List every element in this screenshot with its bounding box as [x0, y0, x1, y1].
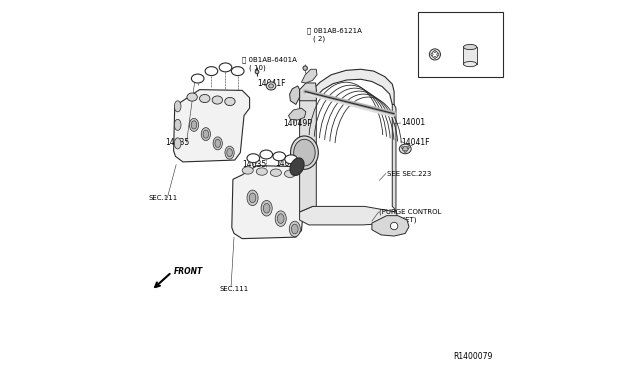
Ellipse shape: [247, 154, 260, 163]
Ellipse shape: [303, 66, 307, 70]
Ellipse shape: [289, 221, 300, 237]
Ellipse shape: [403, 147, 408, 151]
Ellipse shape: [191, 74, 204, 83]
Text: Ⓑ 0B1AB-6121A: Ⓑ 0B1AB-6121A: [307, 27, 362, 33]
Polygon shape: [290, 86, 300, 105]
Text: 14049P: 14049P: [283, 119, 312, 128]
Ellipse shape: [463, 44, 477, 49]
Ellipse shape: [260, 150, 273, 159]
Ellipse shape: [291, 224, 298, 234]
Ellipse shape: [294, 139, 315, 166]
Text: 14035: 14035: [165, 138, 189, 147]
Text: 14040E: 14040E: [276, 159, 305, 168]
Ellipse shape: [174, 119, 181, 131]
Text: ( 2): ( 2): [312, 35, 324, 42]
Polygon shape: [300, 83, 316, 101]
Ellipse shape: [263, 203, 270, 213]
Polygon shape: [463, 47, 477, 64]
Ellipse shape: [219, 63, 232, 72]
Text: SEE SEC.223: SEE SEC.223: [387, 171, 431, 177]
Text: 14001: 14001: [401, 119, 426, 128]
Ellipse shape: [270, 169, 282, 176]
Ellipse shape: [215, 139, 221, 147]
Ellipse shape: [227, 148, 232, 157]
Ellipse shape: [269, 84, 273, 88]
Ellipse shape: [431, 51, 438, 58]
Text: R1400079: R1400079: [453, 352, 493, 361]
Text: Ⓑ 0B1AB-6401A: Ⓑ 0B1AB-6401A: [242, 57, 297, 63]
Text: 14041F: 14041F: [401, 138, 430, 147]
Ellipse shape: [266, 82, 276, 90]
Ellipse shape: [401, 147, 403, 148]
Ellipse shape: [174, 138, 181, 149]
Polygon shape: [232, 166, 311, 238]
Polygon shape: [173, 90, 250, 162]
Ellipse shape: [434, 56, 436, 58]
Ellipse shape: [290, 158, 304, 176]
Ellipse shape: [256, 168, 268, 175]
Ellipse shape: [284, 170, 296, 177]
Ellipse shape: [277, 214, 284, 224]
Polygon shape: [392, 105, 396, 212]
Text: 14010H: 14010H: [431, 19, 461, 28]
Ellipse shape: [407, 147, 409, 148]
Ellipse shape: [255, 70, 259, 74]
Text: (PURGE CONTROL: (PURGE CONTROL: [380, 209, 442, 215]
Ellipse shape: [187, 93, 197, 101]
Ellipse shape: [434, 50, 436, 52]
Ellipse shape: [225, 97, 235, 106]
Ellipse shape: [212, 96, 223, 104]
Ellipse shape: [213, 137, 222, 150]
Text: FRONT: FRONT: [173, 267, 203, 276]
Polygon shape: [372, 216, 409, 236]
Ellipse shape: [232, 67, 244, 76]
Ellipse shape: [242, 167, 253, 174]
Polygon shape: [301, 69, 317, 83]
Ellipse shape: [201, 128, 211, 141]
Ellipse shape: [404, 151, 406, 153]
Ellipse shape: [285, 155, 298, 164]
Ellipse shape: [463, 61, 477, 67]
Polygon shape: [300, 90, 316, 212]
Ellipse shape: [205, 67, 218, 76]
Text: 14058P: 14058P: [463, 19, 492, 28]
Ellipse shape: [291, 136, 318, 169]
Polygon shape: [312, 69, 394, 105]
Polygon shape: [300, 206, 398, 225]
Text: SEC.111: SEC.111: [148, 195, 178, 201]
Ellipse shape: [390, 222, 398, 230]
Bar: [418, 12, 502, 77]
Text: 14041F: 14041F: [257, 79, 285, 88]
Ellipse shape: [174, 101, 181, 112]
Text: ( 10): ( 10): [249, 65, 266, 71]
Polygon shape: [289, 108, 306, 120]
Text: 14035: 14035: [242, 160, 266, 169]
Ellipse shape: [249, 193, 256, 203]
Ellipse shape: [189, 118, 198, 131]
Ellipse shape: [436, 53, 439, 55]
Ellipse shape: [275, 211, 286, 227]
Ellipse shape: [261, 201, 272, 216]
Ellipse shape: [273, 152, 285, 161]
Ellipse shape: [225, 146, 234, 159]
Ellipse shape: [429, 49, 440, 60]
Ellipse shape: [203, 130, 209, 138]
Ellipse shape: [191, 121, 196, 129]
Text: BRACKET): BRACKET): [382, 217, 417, 223]
Text: SEC.111: SEC.111: [220, 286, 249, 292]
Ellipse shape: [399, 144, 411, 154]
Ellipse shape: [247, 190, 258, 206]
Ellipse shape: [431, 53, 433, 55]
Ellipse shape: [200, 94, 210, 103]
